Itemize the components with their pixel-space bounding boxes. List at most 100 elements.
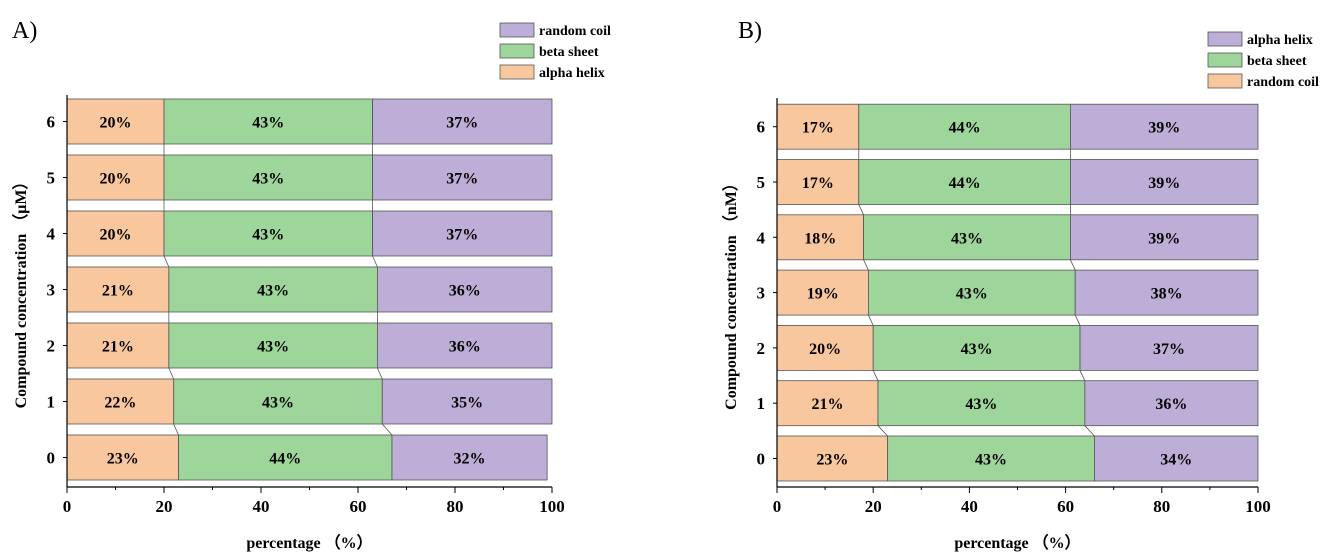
- legend-swatch: [499, 43, 535, 59]
- bar-segment: [776, 380, 879, 427]
- data-label: 18%: [804, 230, 836, 247]
- x-tick-label: 60: [350, 497, 367, 516]
- bar-segment: [163, 210, 373, 257]
- x-tick-label: 100: [1245, 497, 1271, 516]
- bar-segment: [66, 322, 170, 369]
- x-tick-label: 60: [1057, 497, 1074, 516]
- bar-segment: [858, 103, 1071, 150]
- bar-segment: [66, 266, 170, 313]
- legend-label: random coil: [1247, 75, 1319, 90]
- x-tick-label: 0: [773, 497, 782, 516]
- data-label: 23%: [816, 452, 848, 469]
- legend-label: alpha helix: [1247, 33, 1313, 48]
- y-tick-label: 1: [757, 394, 766, 413]
- bar-segment: [776, 103, 860, 150]
- connector-line: [168, 367, 175, 380]
- bar-segment: [1074, 269, 1259, 316]
- legend-swatch: [1207, 52, 1243, 68]
- bar-segment: [1070, 103, 1259, 150]
- data-label: 43%: [956, 286, 988, 303]
- bar-segment: [372, 210, 553, 257]
- panel-letter: B): [738, 18, 762, 44]
- y-tick-label: 6: [757, 118, 766, 137]
- legend-swatch: [1207, 31, 1243, 47]
- data-label: 43%: [252, 227, 284, 244]
- data-label: 39%: [1148, 230, 1180, 247]
- legend-swatch: [1207, 73, 1243, 89]
- bar-segment: [66, 210, 165, 257]
- bar-segment: [1070, 159, 1259, 205]
- y-tick-label: 5: [757, 173, 766, 192]
- x-tick-label: 0: [63, 497, 72, 516]
- bar-segment: [776, 214, 864, 261]
- y-tick-label: 2: [757, 339, 766, 358]
- y-tick-label: 0: [47, 449, 56, 468]
- data-label: 43%: [975, 452, 1007, 469]
- bar-segment: [776, 435, 889, 482]
- bar-segment: [391, 434, 548, 481]
- panel-letter: A): [12, 18, 37, 44]
- legend-swatch: [499, 64, 535, 80]
- bar-segment: [1079, 324, 1259, 371]
- legend-label: beta sheet: [1247, 54, 1307, 69]
- y-tick-label: 2: [47, 337, 56, 356]
- data-label: 20%: [100, 115, 132, 132]
- connector-line: [381, 423, 393, 436]
- connector-line: [163, 255, 170, 268]
- bar-segment: [776, 159, 860, 205]
- data-label: 39%: [1148, 175, 1180, 192]
- bar-segment: [381, 378, 553, 425]
- connector-line: [868, 314, 874, 326]
- bar-segment: [776, 269, 869, 316]
- bar-segment: [887, 435, 1095, 482]
- bar-segment: [163, 98, 373, 145]
- connector-line: [372, 255, 378, 268]
- data-label: 20%: [100, 171, 132, 188]
- y-tick-label: 3: [47, 281, 56, 300]
- y-axis-title: Compound concentration （nM）: [722, 175, 740, 410]
- bar-segment: [1070, 214, 1259, 261]
- data-label: 37%: [446, 227, 478, 244]
- data-label: 20%: [100, 227, 132, 244]
- data-label: 44%: [949, 175, 981, 192]
- data-label: 39%: [1148, 120, 1180, 137]
- bar-segment: [1094, 435, 1259, 482]
- bar-segment: [372, 98, 553, 145]
- bar-segment: [867, 269, 1076, 316]
- bar-segment: [178, 434, 393, 481]
- x-tick-label: 80: [1153, 497, 1170, 516]
- y-tick-label: 5: [47, 169, 56, 188]
- data-label: 36%: [449, 339, 481, 356]
- connector-line: [173, 423, 179, 436]
- connector-line: [863, 259, 869, 271]
- y-tick-label: 6: [47, 113, 56, 132]
- connector-line: [872, 370, 879, 381]
- data-label: 43%: [252, 115, 284, 132]
- bar-segment: [66, 378, 175, 425]
- bar-segment: [776, 324, 874, 371]
- data-label: 37%: [446, 171, 478, 188]
- bar-segment: [1084, 380, 1259, 427]
- data-label: 34%: [1160, 452, 1192, 469]
- x-tick-label: 40: [253, 497, 270, 516]
- data-label: 22%: [104, 395, 136, 412]
- bar-segment: [863, 214, 1071, 261]
- data-label: 19%: [807, 286, 839, 303]
- data-label: 43%: [262, 395, 294, 412]
- connector-line: [1074, 314, 1081, 326]
- data-label: 43%: [257, 339, 289, 356]
- connector-line: [877, 425, 888, 437]
- y-tick-label: 0: [757, 450, 766, 469]
- y-tick-label: 4: [757, 228, 766, 247]
- bar-segment: [66, 98, 165, 145]
- data-label: 17%: [802, 175, 834, 192]
- data-label: 43%: [951, 230, 983, 247]
- bar-segment: [372, 154, 553, 201]
- x-axis-title: percentage （%）: [246, 534, 372, 552]
- connector-line: [377, 367, 383, 380]
- bar-segment: [173, 378, 383, 425]
- legend-swatch: [499, 22, 535, 38]
- data-label: 35%: [451, 395, 483, 412]
- data-label: 32%: [454, 451, 486, 468]
